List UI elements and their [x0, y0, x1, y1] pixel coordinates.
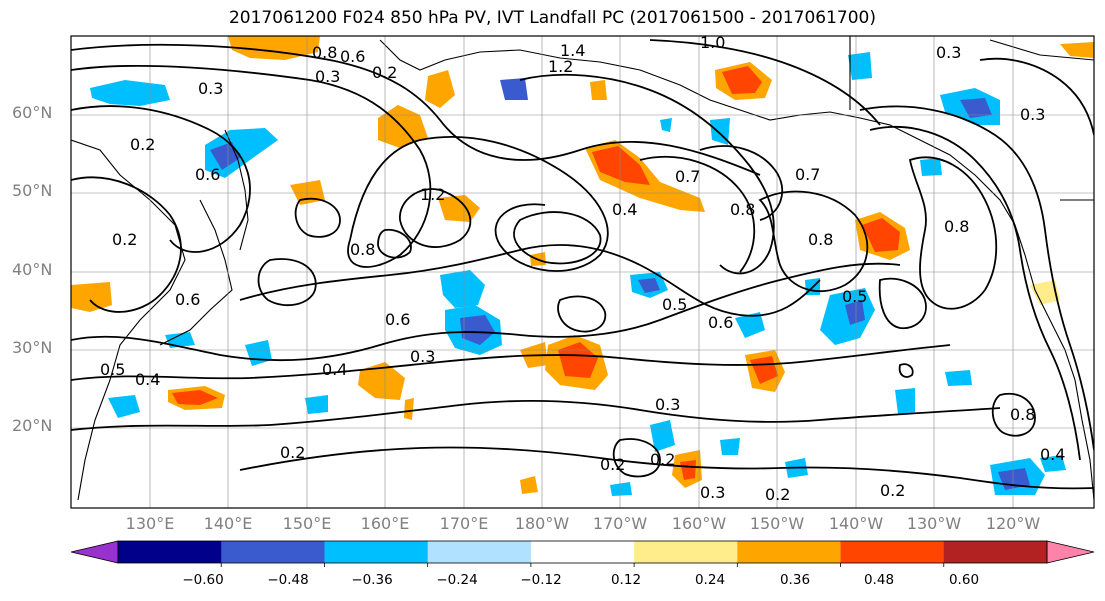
- colorbar-tick-label: −0.12: [520, 572, 562, 588]
- lon-label-170e: 170°E: [439, 514, 489, 533]
- colorbar-tick-label: 0.48: [863, 572, 895, 588]
- lat-label-50n: 50°N: [12, 181, 53, 200]
- ivt-contours: [71, 39, 1094, 490]
- contour-label: 0.6: [175, 290, 200, 309]
- contour-label: 0.8: [808, 230, 833, 249]
- lat-label-60n: 60°N: [12, 103, 53, 122]
- contour-label: 0.2: [765, 485, 790, 504]
- contour-label: 0.4: [612, 200, 637, 219]
- colorbar-tick-label: 0.12: [610, 572, 642, 588]
- colorbar-tick-label: −0.60: [182, 572, 224, 588]
- contour-label: 1.0: [700, 33, 725, 52]
- lon-label-130e: 130°E: [125, 514, 175, 533]
- contour-label: 0.7: [795, 165, 820, 184]
- contour-label: 0.2: [372, 63, 397, 82]
- contour-label: 0.3: [410, 347, 435, 366]
- pv-shading: [71, 36, 1094, 496]
- colorbar-ticks: [220, 563, 945, 567]
- contour-label: 0.8: [730, 200, 755, 219]
- lon-label-160e: 160°E: [360, 514, 410, 533]
- colorbar-extend-high: [1046, 540, 1095, 564]
- contour-label: 0.3: [198, 79, 223, 98]
- lon-label-130w: 130°W: [906, 514, 962, 533]
- graticule: [71, 36, 1094, 508]
- contour-label: 0.8: [350, 240, 375, 259]
- contour-label: 0.2: [600, 455, 625, 474]
- colorbar-segment: [634, 541, 738, 563]
- contour-label: 0.6: [708, 313, 733, 332]
- contour-label: 0.8: [1010, 405, 1035, 424]
- contour-label: 0.6: [385, 310, 410, 329]
- colorbar-tick-label: −0.48: [267, 572, 309, 588]
- colorbar-segment: [737, 541, 842, 563]
- lon-label-150e: 150°E: [282, 514, 332, 533]
- contour-label: 0.3: [700, 483, 725, 502]
- contour-label: 1.4: [560, 41, 585, 60]
- colorbar-tick-label: −0.36: [351, 572, 393, 588]
- contour-label: 0.5: [100, 360, 125, 379]
- contour-label: 0.4: [135, 370, 160, 389]
- colorbar-tick-label: 0.36: [779, 572, 811, 588]
- lat-label-20n: 20°N: [12, 416, 53, 435]
- contour-label: 0.2: [880, 481, 905, 500]
- contour-label: 0.5: [662, 295, 687, 314]
- colorbar-segment: [324, 541, 429, 563]
- colorbar-segment: [840, 541, 945, 563]
- colorbar-tick-label: 0.24: [694, 572, 726, 588]
- contour-label: 0.2: [650, 450, 675, 469]
- lon-label-180w: 180°W: [514, 514, 570, 533]
- colorbar: [70, 540, 1095, 567]
- lon-label-150w: 150°W: [749, 514, 805, 533]
- map-title: 2017061200 F024 850 hPa PV, IVT Landfall…: [228, 8, 876, 28]
- contour-label: 0.3: [936, 43, 961, 62]
- contour-label: 0.2: [280, 443, 305, 462]
- map-frame: [70, 35, 1095, 509]
- lon-label-120w: 120°W: [985, 514, 1041, 533]
- contour-labels: 0.8 0.6 0.3 0.2 1.4 1.2 1.0 0.3 0.3 0.2 …: [100, 33, 1065, 504]
- colorbar-segment: [530, 541, 635, 563]
- contour-label: 0.3: [315, 67, 340, 86]
- lon-label-170w: 170°W: [592, 514, 648, 533]
- contour-label: 0.6: [195, 165, 220, 184]
- lon-label-140w: 140°W: [828, 514, 884, 533]
- lat-label-40n: 40°N: [12, 260, 53, 279]
- colorbar-segment: [221, 541, 325, 563]
- contour-label: 1.2: [420, 185, 445, 204]
- colorbar-extend-low: [70, 540, 119, 564]
- colorbar-outline: [117, 540, 1048, 564]
- contour-label: 0.2: [130, 135, 155, 154]
- lat-label-30n: 30°N: [12, 338, 53, 357]
- contour-label: 1.2: [548, 57, 573, 76]
- contour-label: 0.8: [944, 217, 969, 236]
- colorbar-segment: [427, 541, 532, 563]
- colorbar-segments: [118, 541, 1048, 563]
- colorbar-tick-label: −0.24: [436, 572, 478, 588]
- lon-label-140e: 140°E: [203, 514, 253, 533]
- contour-label: 0.8: [312, 43, 337, 62]
- contour-label: 0.6: [340, 47, 365, 66]
- contour-label: 0.7: [675, 167, 700, 186]
- contour-label: 0.4: [1040, 445, 1065, 464]
- positive-pv-areas: [71, 36, 1094, 494]
- lon-label-160w: 160°W: [671, 514, 727, 533]
- contour-label: 0.3: [655, 395, 680, 414]
- colorbar-segment: [943, 541, 1048, 563]
- contour-label: 0.4: [322, 360, 347, 379]
- contour-label: 0.3: [1020, 105, 1045, 124]
- colorbar-tick-label: 0.60: [948, 572, 980, 588]
- contour-label: 0.2: [112, 230, 137, 249]
- colorbar-segment: [118, 541, 222, 563]
- contour-label: 0.5: [842, 287, 867, 306]
